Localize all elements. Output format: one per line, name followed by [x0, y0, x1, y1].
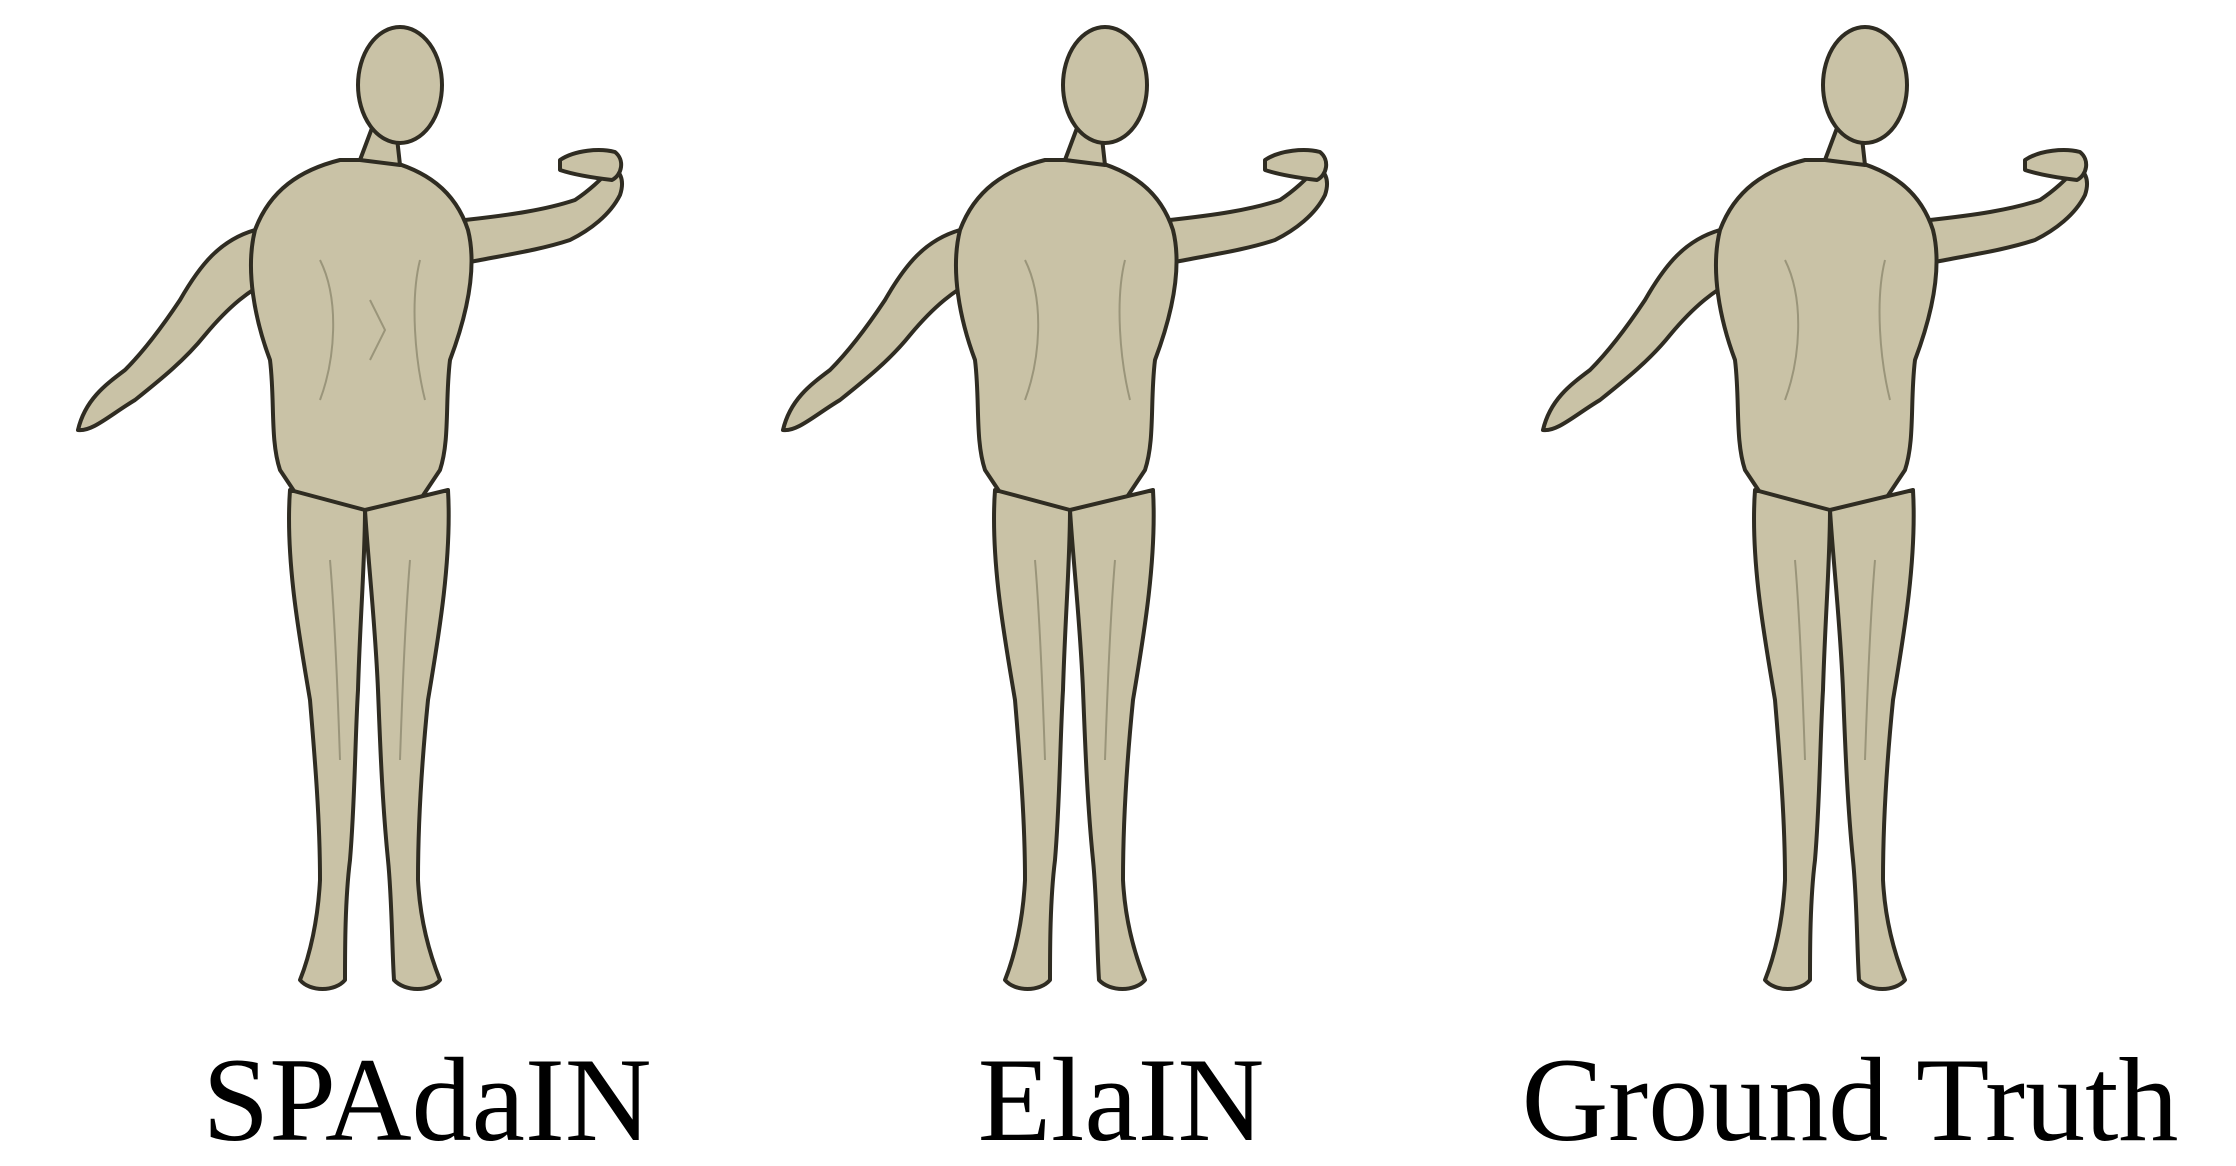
- caption-ground-truth: Ground Truth: [1521, 1033, 2179, 1166]
- mesh-panel-ground-truth: Ground Truth: [1480, 0, 2236, 1166]
- mesh-panel-spadain: SPAdaIN: [0, 0, 740, 1166]
- human-mesh-render: [76, 25, 624, 991]
- shading-lines: [1784, 259, 1891, 761]
- body-silhouette: [76, 25, 624, 991]
- human-mesh-render: [1541, 25, 2089, 991]
- body-silhouette: [1541, 25, 2089, 991]
- human-mesh-render: [781, 25, 1329, 991]
- caption-elain: ElaIN: [977, 1033, 1265, 1166]
- shading-lines: [1024, 259, 1131, 761]
- body-silhouette: [781, 25, 1329, 991]
- mesh-panel-elain: ElaIN: [740, 0, 1480, 1166]
- shading-lines: [319, 259, 426, 761]
- caption-spadain: SPAdaIN: [202, 1033, 652, 1166]
